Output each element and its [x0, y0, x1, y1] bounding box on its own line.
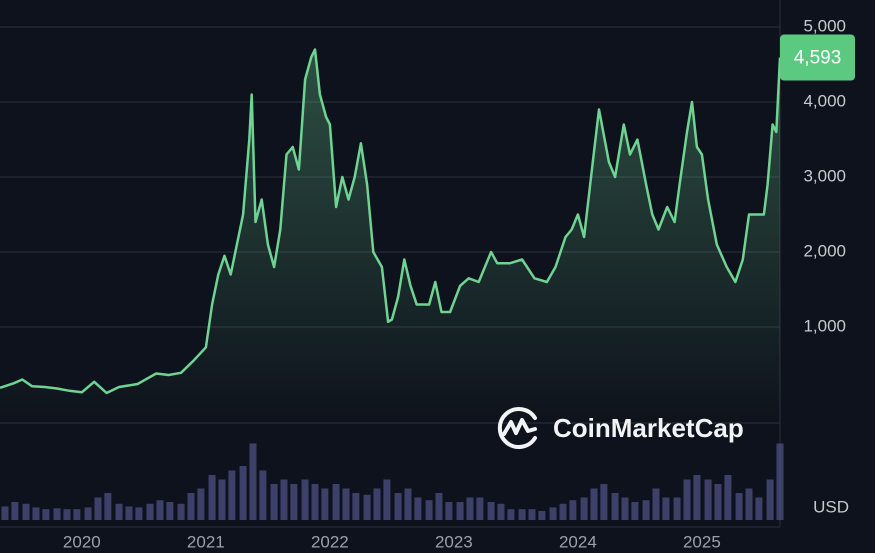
- volume-bar: [156, 500, 164, 520]
- volume-bar: [414, 497, 422, 520]
- volume-bar: [425, 500, 433, 520]
- volume-bar: [363, 494, 371, 520]
- volume-bar: [466, 497, 474, 520]
- volume-bar: [332, 484, 340, 520]
- volume-bar: [115, 503, 123, 520]
- y-tick-label: 3,000: [803, 166, 846, 185]
- volume-bar: [373, 488, 381, 520]
- volume-bar: [528, 509, 536, 520]
- volume-bar: [673, 497, 681, 520]
- volume-bar: [724, 475, 732, 520]
- x-tick-label: 2021: [187, 532, 225, 551]
- volume-bar: [662, 497, 670, 520]
- volume-bar: [714, 484, 722, 520]
- volume-bar: [569, 500, 577, 520]
- unit-label: USD: [813, 497, 849, 516]
- y-tick-label: 5,000: [803, 16, 846, 35]
- volume-bar: [22, 503, 30, 520]
- volume-bar: [11, 502, 19, 520]
- volume-bar: [146, 503, 154, 520]
- x-tick-label: 2020: [63, 532, 101, 551]
- volume-bar: [404, 488, 412, 520]
- volume-bar: [580, 497, 588, 520]
- volume-bar: [208, 475, 216, 520]
- volume-bar: [383, 479, 391, 520]
- volume-bar: [776, 443, 784, 520]
- volume-bar: [611, 493, 619, 520]
- volume-bar: [321, 488, 329, 520]
- volume-bar: [94, 497, 102, 520]
- volume-bar: [704, 479, 712, 520]
- price-line: [0, 48, 782, 395]
- volume-bar: [239, 466, 247, 520]
- volume-bar: [125, 506, 133, 520]
- volume-bar: [352, 493, 360, 520]
- volume-bar: [445, 502, 453, 520]
- y-tick-label: 2,000: [803, 241, 846, 260]
- x-tick-label: 2025: [683, 532, 721, 551]
- volume-bar: [487, 502, 495, 520]
- volume-bar: [735, 493, 743, 520]
- volume-bar: [621, 497, 629, 520]
- x-tick-label: 2024: [559, 532, 597, 551]
- volume-bar: [53, 508, 61, 520]
- y-tick-label: 4,000: [803, 91, 846, 110]
- price-tag: [780, 34, 855, 81]
- volume-bar: [259, 470, 267, 520]
- volume-bar: [456, 502, 464, 520]
- volume-bar: [290, 484, 298, 520]
- volume-bar: [166, 502, 174, 520]
- volume-bar: [683, 479, 691, 520]
- volume-bar: [32, 507, 40, 520]
- volume-bar: [693, 475, 701, 520]
- volume-bar: [63, 509, 71, 520]
- volume-bar: [280, 479, 288, 520]
- volume-bar: [342, 488, 350, 520]
- volume-bar: [497, 503, 505, 520]
- volume-bar: [187, 493, 195, 520]
- volume-bar: [600, 484, 608, 520]
- volume-bar: [435, 493, 443, 520]
- volume-bar: [177, 503, 185, 520]
- volume-bar: [642, 500, 650, 520]
- price-area: [0, 49, 780, 423]
- volume-bar: [476, 497, 484, 520]
- volume-bar: [507, 509, 515, 520]
- volume-bar: [631, 502, 639, 520]
- volume-bar: [218, 479, 226, 520]
- volume-bar: [197, 488, 205, 520]
- volume-bar: [590, 488, 598, 520]
- volume-bar: [249, 443, 257, 520]
- volume-bar: [135, 507, 143, 520]
- volume-bar: [311, 484, 319, 520]
- volume-bar: [73, 509, 81, 520]
- volume-bar: [766, 479, 774, 520]
- volume-bar: [301, 479, 309, 520]
- volume-bar: [549, 507, 557, 520]
- volume-bar: [394, 493, 402, 520]
- x-tick-label: 2023: [435, 532, 473, 551]
- volume-bar: [104, 493, 112, 520]
- y-tick-label: 1,000: [803, 316, 846, 335]
- volume-bar: [1, 506, 9, 520]
- volume-bar: [228, 470, 236, 520]
- volume-bar: [652, 488, 660, 520]
- volume-bar: [518, 509, 526, 520]
- volume-bar: [270, 484, 278, 520]
- volume-bar: [755, 497, 763, 520]
- volume-bar: [559, 503, 567, 520]
- volume-bar: [745, 488, 753, 520]
- x-tick-label: 2022: [311, 532, 349, 551]
- price-tag-label: 4,593: [794, 48, 842, 69]
- volume-bar: [42, 509, 50, 520]
- volume-bar: [538, 511, 546, 520]
- volume-bar: [84, 507, 92, 520]
